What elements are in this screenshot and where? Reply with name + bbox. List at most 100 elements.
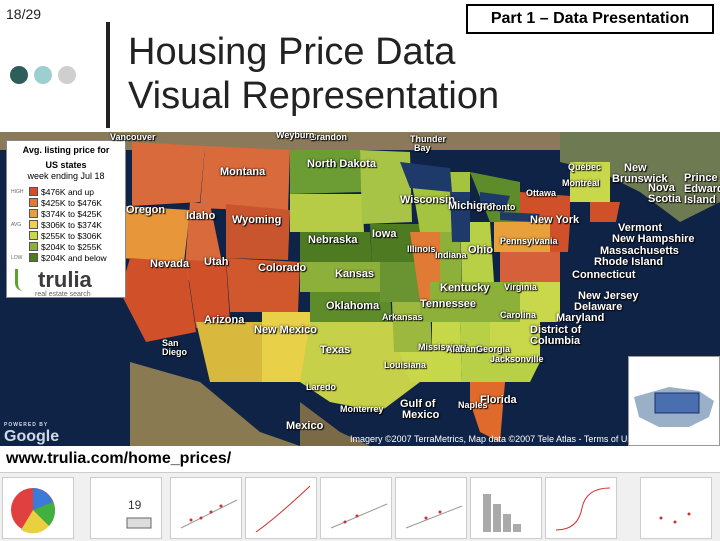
label-new-brunswick-1: New	[624, 162, 647, 174]
legend-label: $425K to $476K	[41, 197, 102, 208]
label-jacksonville: Jacksonville	[490, 354, 544, 364]
label-nevada: Nevada	[150, 258, 190, 270]
trulia-logo-text: trulia	[38, 267, 92, 292]
label-arizona: Arizona	[204, 314, 245, 326]
dot-teal	[34, 66, 52, 84]
thumbnail-scatter-3[interactable]	[395, 477, 467, 539]
legend-subtitle: week ending Jul 18	[27, 171, 105, 181]
legend-side-high: HIGH	[11, 188, 24, 195]
legend-title-1: Avg. listing price for	[22, 145, 110, 155]
trulia-mark-icon	[15, 269, 36, 291]
label-toronto: Toronto	[482, 202, 516, 212]
label-arkansas: Arkansas	[382, 312, 423, 322]
label-vermont: Vermont	[618, 222, 663, 234]
legend-swatch	[29, 220, 38, 229]
thumbnail-scatter-2[interactable]	[320, 477, 392, 539]
legend-swatch	[29, 209, 38, 218]
label-brandon: Brandon	[310, 132, 347, 142]
thumbnail-histogram[interactable]	[470, 477, 542, 539]
legend-swatch	[29, 242, 38, 251]
label-nebraska: Nebraska	[308, 234, 358, 246]
logistic-thumb-graphic	[555, 487, 611, 531]
label-new-hampshire: New Hampshire	[612, 233, 695, 245]
thumbnail-logistic-curve[interactable]	[545, 477, 617, 539]
legend-swatch	[29, 187, 38, 196]
label-weyburn: Weyburn	[276, 132, 315, 140]
legend-swatch	[29, 198, 38, 207]
label-wyoming: Wyoming	[232, 214, 282, 226]
price-legend: Avg. listing price for US states week en…	[6, 140, 126, 298]
label-dc-1: District of	[530, 324, 582, 336]
label-pennsylvania: Pennsylvania	[500, 236, 558, 246]
label-texas: Texas	[320, 344, 351, 356]
housing-price-map[interactable]: Avg. listing price for US states week en…	[0, 132, 720, 446]
label-delaware: Delaware	[574, 301, 623, 313]
label-wisconsin: Wisconsin	[400, 194, 455, 206]
map-graphic	[0, 132, 720, 446]
section-label: Part 1 – Data Presentation	[466, 4, 714, 34]
scatter2-thumb-graphic	[330, 503, 388, 529]
label-gulf-1: Gulf of	[400, 398, 436, 410]
label-quebec: Québec	[568, 162, 602, 172]
legend-item: $204K to $255K	[11, 241, 125, 252]
google-logo[interactable]: POWERED BY Google	[4, 422, 59, 446]
trulia-logo: trulia	[15, 267, 125, 293]
legend-label: $204K to $255K	[41, 241, 102, 252]
label-ottawa: Ottawa	[526, 188, 557, 198]
pie-thumb-graphic	[11, 488, 55, 534]
thumbnail-pie-chart[interactable]	[2, 477, 74, 539]
overview-inset-map[interactable]	[628, 356, 720, 446]
label-mexico: Mexico	[286, 420, 324, 432]
legend-item: $374K to $425K	[11, 208, 125, 219]
label-iowa: Iowa	[372, 228, 397, 240]
legend-label: $476K and up	[41, 186, 94, 197]
map-attribution[interactable]: Imagery ©2007 TerraMetrics, Map data ©20…	[350, 434, 637, 444]
legend-side-low: LOW	[11, 254, 23, 261]
label-florida: Florida	[480, 394, 517, 406]
label-montana: Montana	[220, 166, 266, 178]
legend-swatch	[29, 253, 38, 262]
legend-item: $255K to $306K	[11, 230, 125, 241]
scatter4-thumb-graphic	[659, 512, 691, 524]
legend-swatch	[29, 231, 38, 240]
thumbnail-scatter-1[interactable]	[170, 477, 242, 539]
page-number-label: 19	[128, 498, 142, 512]
label-maryland: Maryland	[556, 312, 605, 324]
legend-side-avg: AVG	[11, 221, 22, 228]
label-naples: Naples	[458, 400, 488, 410]
label-new-mexico: New Mexico	[254, 324, 317, 336]
probability-thumb-graphic	[255, 485, 311, 533]
inset-graphic	[629, 357, 719, 445]
legend-item: LOW $204K and below	[11, 252, 125, 263]
label-rhode-island: Rhode Island	[594, 256, 664, 268]
label-oregon: Oregon	[126, 204, 166, 216]
label-ohio: Ohio	[468, 244, 494, 256]
dot-dark	[10, 66, 28, 84]
thumbnail-boxplot[interactable]	[90, 477, 162, 539]
label-pei-3: Island	[684, 194, 716, 206]
label-massachusetts: Massachusetts	[600, 245, 679, 257]
label-alabama: Alabama	[446, 344, 484, 354]
label-nova-scotia-2: Scotia	[648, 193, 682, 205]
title-divider	[106, 22, 110, 128]
label-montreal: Montréal	[562, 178, 600, 188]
legend-label: $306K to $374K	[41, 219, 102, 230]
label-new-york: New York	[530, 214, 580, 226]
label-pei-2: Edward	[684, 183, 720, 195]
label-monterrey: Monterrey	[340, 404, 384, 414]
label-illinois: Illinois	[407, 244, 436, 254]
thumbnail-probability-plot[interactable]	[245, 477, 317, 539]
label-louisiana: Louisiana	[384, 360, 427, 370]
label-san-diego-2: Diego	[162, 347, 188, 357]
trulia-logo-subtitle: real estate search	[35, 291, 91, 298]
legend-item: AVG $306K to $374K	[11, 219, 125, 230]
label-michigan: Michigan	[448, 200, 496, 212]
label-new-jersey: New Jersey	[578, 290, 639, 302]
thumbnail-scatter-4[interactable]	[640, 477, 712, 539]
source-url[interactable]: www.trulia.com/home_prices/	[6, 450, 232, 467]
label-virginia: Virginia	[504, 282, 537, 292]
legend-title-2: US states	[45, 160, 87, 170]
label-kentucky: Kentucky	[440, 282, 490, 294]
label-thunder-bay-2: Bay	[414, 143, 431, 153]
thumbnail-strip	[0, 472, 720, 541]
